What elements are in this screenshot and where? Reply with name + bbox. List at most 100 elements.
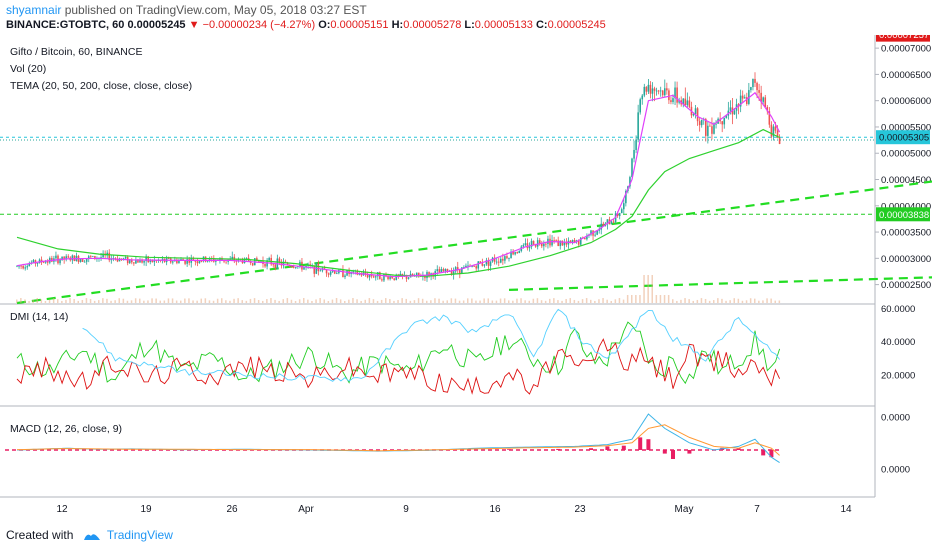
volume-bar xyxy=(257,300,260,303)
candle-body xyxy=(762,97,764,102)
volume-bar xyxy=(282,299,284,303)
volume-bar xyxy=(180,300,182,303)
high-value: 0.00005278 xyxy=(403,19,462,31)
volume-bar xyxy=(585,298,588,303)
candle-body xyxy=(756,82,758,91)
candle-body xyxy=(42,262,45,264)
volume-bar xyxy=(348,299,350,303)
x-tick-label: Apr xyxy=(298,504,314,515)
volume-bar xyxy=(508,300,510,303)
candle-body xyxy=(292,266,295,268)
candle-body xyxy=(184,260,186,264)
volume-bar xyxy=(331,299,334,303)
volume-bar xyxy=(590,299,592,303)
candle-body xyxy=(368,274,371,278)
candle-body xyxy=(696,108,699,122)
volume-bar xyxy=(319,298,321,303)
candle-body xyxy=(94,255,96,259)
candle-body xyxy=(137,260,139,263)
chart-container[interactable]: 0.00007000 0.00006500 0.00006000 0.00005500… xyxy=(0,27,932,517)
volume-bar xyxy=(544,300,547,303)
candle-body xyxy=(360,273,363,276)
price-marker-box xyxy=(876,207,930,222)
candle-body xyxy=(182,259,184,261)
candle-body xyxy=(444,268,447,272)
candle-body xyxy=(381,279,383,281)
candle-body xyxy=(674,87,676,99)
volume-bar xyxy=(754,298,756,303)
volume-bar xyxy=(171,298,174,303)
macd-histogram-bar xyxy=(646,439,651,450)
volume-bar xyxy=(212,300,215,303)
candle-body xyxy=(124,257,127,259)
macd-legend[interactable]: MACD (12, 26, close, 9) xyxy=(10,423,123,435)
candle-body xyxy=(81,259,84,262)
candle-body xyxy=(90,256,92,257)
candle-body xyxy=(577,240,580,245)
candle-body xyxy=(313,265,316,274)
volume-bar xyxy=(290,299,293,303)
volume-bar xyxy=(602,298,604,303)
candle-body xyxy=(16,265,18,267)
candle-body xyxy=(385,273,387,276)
candle-body xyxy=(758,90,760,93)
y-tick-label: 0.00006500 xyxy=(881,70,931,81)
macd-tick-label: 0.0000 xyxy=(881,413,910,424)
volume-bar xyxy=(32,299,34,303)
candle-body xyxy=(579,237,582,245)
volume-bar xyxy=(221,298,223,303)
tema-slow-line xyxy=(16,128,780,277)
candle-body xyxy=(141,259,143,263)
volume-bar xyxy=(553,298,555,303)
candle-body xyxy=(551,240,553,246)
vol-legend[interactable]: Vol (20) xyxy=(10,63,47,75)
candle-body xyxy=(620,209,623,214)
volume-bar xyxy=(643,275,645,303)
candle-body xyxy=(641,95,644,100)
candle-body xyxy=(131,259,133,263)
macd-histogram-bar xyxy=(671,450,675,459)
trendline xyxy=(508,276,932,291)
volume-bar xyxy=(774,300,776,303)
tema-fast-line xyxy=(16,91,781,278)
volume-bar xyxy=(549,298,551,303)
candle-body xyxy=(34,260,37,264)
author-name[interactable]: shyamnair xyxy=(6,3,62,17)
candle-body xyxy=(746,97,748,104)
volume-bar xyxy=(454,298,457,303)
candle-body xyxy=(237,258,240,262)
volume-bar xyxy=(438,298,440,303)
volume-bar xyxy=(581,299,584,303)
volume-bar xyxy=(672,299,674,303)
tradingview-link[interactable]: TradingView xyxy=(106,528,173,542)
volume-bar xyxy=(700,298,703,303)
candle-body xyxy=(274,264,277,269)
chart-svg[interactable]: 0.00007000 0.00006500 0.00006000 0.00005500… xyxy=(0,27,932,517)
volume-bar xyxy=(339,299,342,303)
dmi-line-di xyxy=(16,338,781,395)
candle-body xyxy=(286,263,289,266)
volume-bar xyxy=(676,300,678,303)
volume-bar xyxy=(360,300,362,303)
candle-body xyxy=(118,258,121,262)
candle-body xyxy=(586,235,588,240)
volume-bar xyxy=(667,295,670,303)
candle-body xyxy=(483,264,486,266)
candle-body xyxy=(764,97,767,107)
candle-body xyxy=(754,78,756,83)
volume-bar xyxy=(311,300,313,303)
macd-histogram-bar xyxy=(761,450,766,456)
tema-legend[interactable]: TEMA (20, 50, 200, close, close, close) xyxy=(10,80,193,92)
x-tick-label: 7 xyxy=(754,504,760,515)
volume-bar xyxy=(561,300,563,303)
candle-body xyxy=(661,90,664,96)
candle-body xyxy=(750,87,752,91)
volume-bar xyxy=(69,298,71,303)
candle-body xyxy=(536,240,539,247)
candle-body xyxy=(610,221,613,225)
volume-bar xyxy=(565,298,567,303)
candle-body xyxy=(143,261,145,263)
dmi-legend[interactable]: DMI (14, 14) xyxy=(10,311,69,323)
candle-body xyxy=(336,273,338,275)
volume-bar xyxy=(528,300,530,303)
